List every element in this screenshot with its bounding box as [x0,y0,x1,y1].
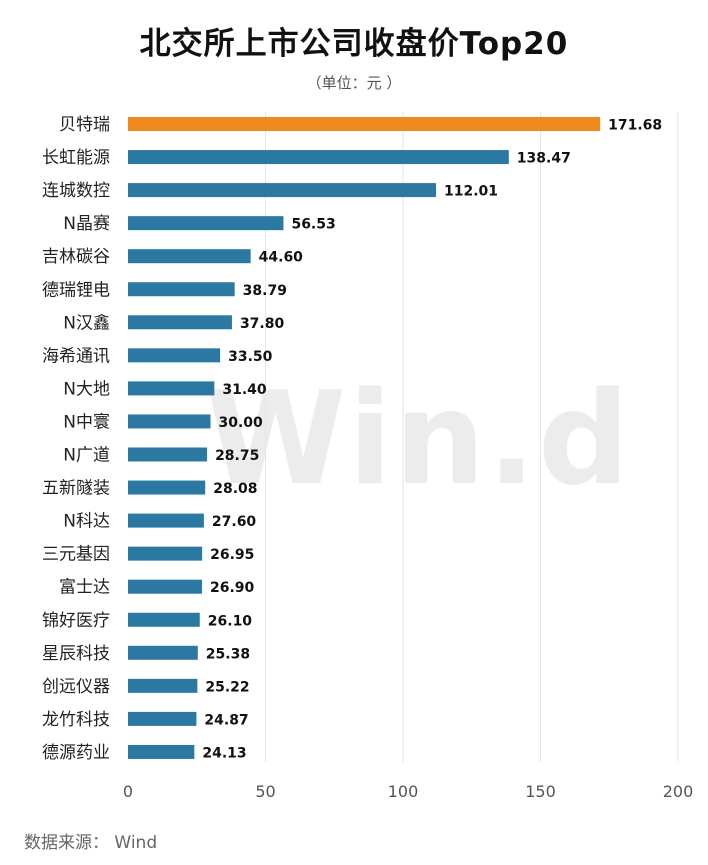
category-label: 德源药业 [42,743,110,763]
category-label: 星辰科技 [42,644,110,664]
bar [128,678,198,693]
bar [128,249,251,264]
value-label: 37.80 [240,316,285,332]
bar [128,711,197,726]
category-label: 海希通讯 [42,346,110,366]
value-label: 25.22 [205,679,249,695]
category-label: 长虹能源 [42,148,110,168]
bar [128,513,204,528]
bar [128,183,437,198]
gridlines [265,112,679,762]
value-label: 171.68 [608,118,662,134]
bar [128,414,211,429]
x-tick-label: 200 [663,782,694,801]
category-label: 五新隧装 [42,479,110,499]
category-label: N广道 [63,446,110,466]
category-label: 贝特瑞 [59,115,110,135]
x-tick-label: 0 [123,782,133,801]
category-label: 德瑞锂电 [42,280,110,300]
value-label: 27.60 [212,514,257,530]
x-tick-label: 150 [525,782,556,801]
bar [128,216,284,231]
bar [128,315,232,330]
bar [128,546,203,561]
category-label: 连城数控 [42,181,110,201]
bar [128,480,206,495]
bar [128,150,509,165]
bar [128,447,208,462]
value-label: 30.00 [219,415,264,431]
value-label: 112.01 [444,184,498,200]
value-label: 28.75 [215,448,259,464]
category-label: N中寰 [63,411,110,432]
value-label: 25.38 [206,646,250,662]
category-label: N晶赛 [63,213,110,234]
value-label: 28.08 [213,481,257,497]
value-label: 44.60 [259,250,304,266]
value-label: 33.50 [228,349,273,365]
value-label: 138.47 [517,151,571,167]
category-label: 三元基因 [42,545,110,565]
value-label: 24.13 [202,745,246,761]
data-source: 数据来源： Wind [24,833,158,853]
bar [128,612,200,627]
x-tick-label: 100 [388,782,419,801]
category-label: 锦好医疗 [42,611,110,631]
bar [128,744,195,759]
value-label: 38.79 [243,283,287,299]
bar [128,381,215,396]
value-label: 26.90 [210,580,255,596]
value-label: 24.87 [204,712,248,728]
value-labels: 171.68 138.47 112.01 56.53 44.60 38.79 37.80 33… [202,118,662,762]
category-label: N科达 [63,512,110,532]
bar [128,579,202,594]
value-label: 26.95 [210,547,254,563]
bar [128,645,198,660]
category-label: 创远仪器 [42,677,110,697]
value-label: 31.40 [222,382,267,398]
watermark: Win.d [205,365,632,514]
bars [128,117,601,759]
category-label: N汉鑫 [63,313,110,333]
bar [128,348,221,363]
bar [128,117,601,131]
value-label: 56.53 [291,217,335,233]
chart-subtitle: （单位：元 ） [306,74,402,92]
bar [128,282,235,297]
category-label: 龙竹科技 [42,710,110,730]
x-tick-label: 50 [255,782,275,801]
x-axis-ticks: 0 50 100 150 200 [123,782,693,801]
category-label: 富士达 [59,578,110,598]
category-label: N大地 [63,379,110,399]
chart-title: 北交所上市公司收盘价Top20 [139,26,569,62]
category-label: 吉林碳谷 [42,247,110,267]
value-label: 26.10 [208,613,253,629]
